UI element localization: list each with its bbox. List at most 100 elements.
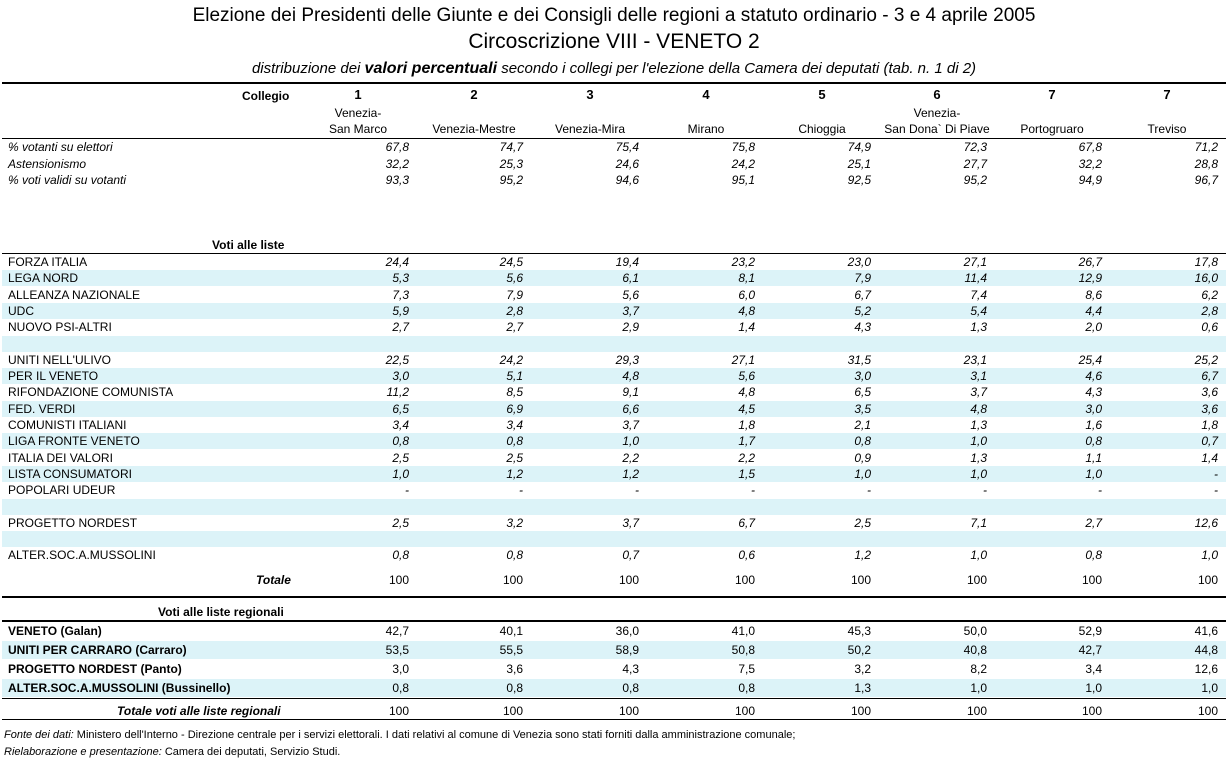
footer-source-text: Ministero dell'Interno - Direzione centr… xyxy=(73,729,796,741)
list-item-value: 1,1 xyxy=(1085,450,1102,465)
footer-elaboration-label: Rielaborazione e presentazione: xyxy=(4,746,162,758)
list-item-value: 11,2 xyxy=(386,385,409,400)
list-item-value: 4,5 xyxy=(738,401,755,416)
list-item-value: 12,9 xyxy=(1078,271,1102,286)
list-item-value: 2,2 xyxy=(738,450,755,465)
regional-list-value: 50,2 xyxy=(847,643,871,657)
stats-row-value: 32,2 xyxy=(1078,156,1102,171)
list-item-value: 4,8 xyxy=(622,369,639,384)
title-line-3: distribuzione dei valori percentuali sec… xyxy=(0,60,1228,78)
list-item-value: 0,8 xyxy=(392,434,409,449)
stats-row-value: 67,8 xyxy=(1078,140,1102,154)
regionali-bottom-rule xyxy=(2,698,1226,699)
stats-row-value: 24,2 xyxy=(731,156,755,171)
list-item: UNITI NELL'ULIVO 22,5 24,2 29,3 27,1 31,5 23,1… xyxy=(2,352,1226,368)
regional-list-value: 0,8 xyxy=(622,681,639,695)
list-item-value: 8,1 xyxy=(738,271,755,286)
list-item-value: 3,0 xyxy=(1085,401,1102,416)
regional-list-label: ALTER.SOC.A.MUSSOLINI (Bussinello) xyxy=(8,681,231,695)
regional-list-value: 53,5 xyxy=(385,643,409,657)
list-item-value: 7,1 xyxy=(970,515,987,530)
stats-row-value: 71,2 xyxy=(1194,140,1218,154)
stats-row-value: 67,8 xyxy=(385,140,409,154)
stats-row-value: 74,9 xyxy=(847,140,871,154)
list-item: FORZA ITALIA 24,4 24,5 19,4 23,2 23,0 27,1 26,7… xyxy=(2,254,1226,270)
list-item-value: 4,8 xyxy=(738,385,755,400)
regional-list-item: ALTER.SOC.A.MUSSOLINI (Bussinello) 0,8 0,8… xyxy=(2,679,1226,697)
totale-row: Totale 100 100 100 100 100 100 100 100 xyxy=(2,572,1226,588)
list-item-value: 4,3 xyxy=(854,320,871,335)
regional-list-value: 3,2 xyxy=(854,662,871,676)
stats-row-value: 75,8 xyxy=(731,140,755,154)
totale-value: 100 xyxy=(502,573,523,587)
regional-list-value: 55,5 xyxy=(499,643,523,657)
list-item-value: 11,4 xyxy=(964,271,987,286)
list-item-value: - xyxy=(405,483,409,498)
list-item: LIGA FRONTE VENETO 0,8 0,8 1,0 1,7 0,8 1,0 0,8 0… xyxy=(2,433,1226,450)
stats-row: % voti validi su votanti 93,3 95,2 94,6 95,1… xyxy=(2,172,1226,188)
list-item-value: 19,4 xyxy=(615,255,639,269)
stats-row-label: % voti validi su votanti xyxy=(8,173,127,187)
list-item: FED. VERDI 6,5 6,9 6,6 4,5 3,5 4,8 3,0 3,6 xyxy=(2,400,1226,417)
list-item-value: 6,1 xyxy=(622,271,639,286)
stats-row-value: 93,3 xyxy=(385,173,409,187)
regional-list-value: 36,0 xyxy=(615,624,639,638)
list-item-value: 0,7 xyxy=(622,548,639,563)
column-name-line2: Venezia-Mestre xyxy=(432,122,516,136)
totale-regionali-label: Totale voti alle liste regionali xyxy=(117,704,281,718)
stats-row-value: 72,3 xyxy=(963,140,987,154)
list-item-value: 5,6 xyxy=(738,369,755,384)
regional-list-value: 7,5 xyxy=(738,662,755,676)
stats-row-value: 94,9 xyxy=(1078,173,1102,187)
list-item-value: 6,5 xyxy=(392,401,409,416)
list-item-value: 3,0 xyxy=(854,369,871,384)
regional-list-value: 41,0 xyxy=(731,624,755,638)
list-item-value: 2,8 xyxy=(1201,303,1218,318)
list-item-value: 5,6 xyxy=(622,287,639,302)
totale-value: 100 xyxy=(618,573,639,587)
list-item-label: ITALIA DEI VALORI xyxy=(8,450,113,465)
list-item: PROGETTO NORDEST 2,5 3,2 3,7 6,7 2,5 7,1 2,7 12,… xyxy=(2,515,1226,531)
stats-row-value: 95,2 xyxy=(963,173,987,187)
stats-row-value: 95,1 xyxy=(731,173,755,187)
title-line-1: Elezione dei Presidenti delle Giunte e d… xyxy=(192,5,1036,26)
list-item-value: 3,6 xyxy=(1201,401,1218,416)
list-item-value: 0,8 xyxy=(1085,548,1102,563)
list-item-value: 2,5 xyxy=(392,515,409,530)
list-item-value: 25,2 xyxy=(1194,352,1218,367)
list-item-value: 8,6 xyxy=(1085,287,1102,302)
list-item-value: 25,4 xyxy=(1078,352,1102,367)
list-item-value: 1,3 xyxy=(970,418,987,432)
totale-regionali-value: 100 xyxy=(388,704,409,718)
list-item-value: 6,6 xyxy=(622,401,639,416)
list-item-value: 2,9 xyxy=(622,320,639,335)
stats-row-value: 74,7 xyxy=(499,140,523,154)
totale-value: 100 xyxy=(1197,573,1218,587)
regional-list-value: 1,0 xyxy=(1201,681,1218,695)
list-item-label: ALLEANZA NAZIONALE xyxy=(8,287,141,302)
list-item-value: 31,5 xyxy=(847,352,871,367)
list-item: UDC 5,9 2,8 3,7 4,8 5,2 5,4 4,4 2,8 xyxy=(2,302,1226,319)
totale-value: 100 xyxy=(1081,573,1102,587)
regional-list-value: 0,8 xyxy=(738,681,755,695)
list-item-value: 1,0 xyxy=(854,466,871,481)
list-item-value: 27,1 xyxy=(963,255,987,269)
stats-row-value: 27,7 xyxy=(963,156,987,171)
regional-list-value: 0,8 xyxy=(506,681,523,695)
stats-row-value: 95,2 xyxy=(499,173,523,187)
list-item: PER IL VENETO 3,0 5,1 4,8 5,6 3,0 3,1 4,6 6,7 xyxy=(2,368,1226,385)
list-item-value: 4,4 xyxy=(1085,303,1102,318)
list-item-value: 0,8 xyxy=(854,434,871,449)
list-item-value: 0,7 xyxy=(1201,434,1218,449)
regional-list-value: 8,2 xyxy=(970,662,987,676)
regional-list-value: 50,0 xyxy=(963,624,987,638)
regional-list-label: PROGETTO NORDEST (Panto) xyxy=(8,662,182,676)
list-item xyxy=(2,531,1226,548)
list-item-value: 0,8 xyxy=(506,434,523,449)
stats-row-value: 94,6 xyxy=(615,173,639,187)
list-item-value: 7,3 xyxy=(392,287,409,302)
list-item-label: LEGA NORD xyxy=(8,271,79,286)
column-name-line2: Portogruaro xyxy=(1020,122,1084,136)
footer-source-label: Fonte dei dati: xyxy=(4,729,74,741)
regional-list-value: 1,0 xyxy=(1085,681,1102,695)
